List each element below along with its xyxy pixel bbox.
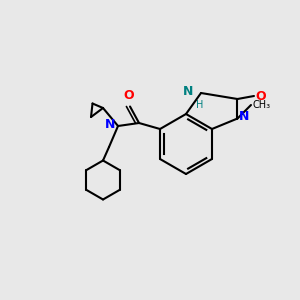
Text: N: N	[105, 118, 115, 131]
Text: N: N	[239, 110, 249, 124]
Text: N: N	[183, 85, 194, 98]
Text: H: H	[196, 100, 203, 110]
Text: O: O	[256, 89, 266, 103]
Text: O: O	[123, 89, 134, 102]
Text: CH₃: CH₃	[253, 100, 271, 110]
